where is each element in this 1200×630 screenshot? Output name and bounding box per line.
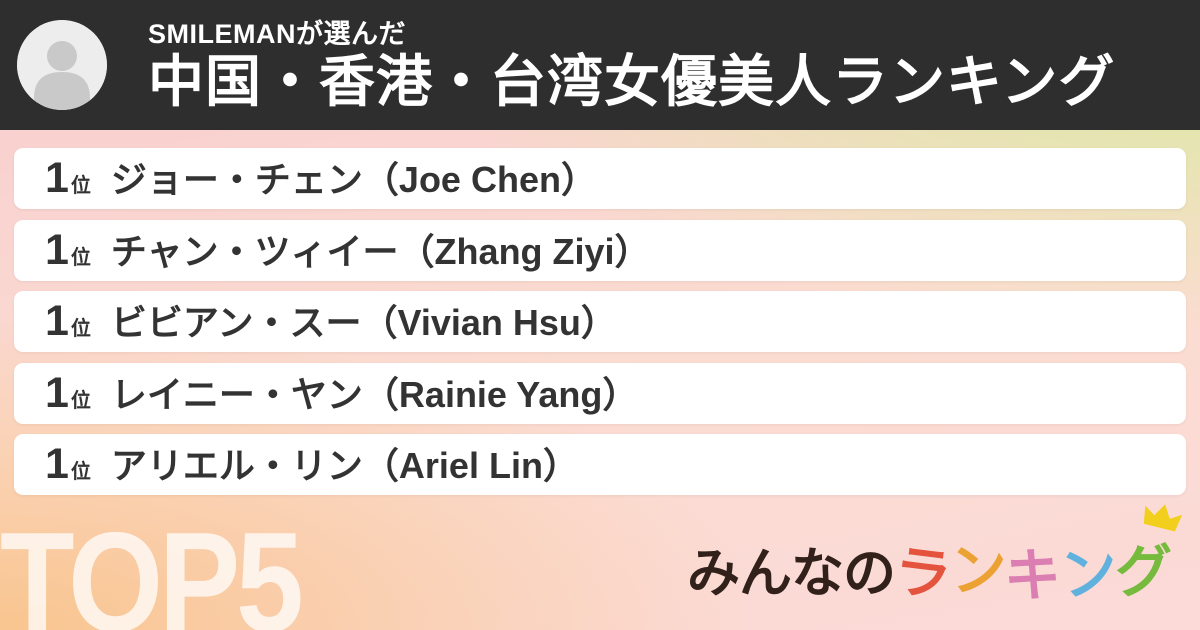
- site-logo-char: ン: [948, 536, 1008, 604]
- site-logo-char: グ: [1115, 540, 1172, 604]
- header-text: SMILEMANが選んだ 中国・香港・台湾女優美人ランキング: [148, 16, 1115, 115]
- rank-suffix-label: 位: [70, 246, 91, 269]
- entry-name: ジョー・チェン（Joe Chen）: [110, 159, 597, 200]
- header: SMILEMANが選んだ 中国・香港・台湾女優美人ランキング: [0, 0, 1200, 130]
- rank-number: 1: [45, 440, 69, 488]
- rank-number: 1: [45, 297, 69, 345]
- rank-suffix-label: 位: [70, 175, 91, 197]
- site-logo-char: ン: [1055, 536, 1122, 610]
- site-logo-char: ラ: [890, 538, 953, 610]
- entry-name: チャン・ツィイー（Zhang Ziyi）: [110, 230, 651, 272]
- avatar: [17, 20, 107, 110]
- curator-label: SMILEMANが選んだ: [148, 18, 406, 49]
- rank-suffix-label: 位: [70, 318, 91, 340]
- entry-name: アリエル・リン（Ariel Lin）: [110, 445, 579, 486]
- entry-name: レイニー・ヤン（Rainie Yang）: [110, 373, 639, 415]
- site-logo-prefix: みんなの: [687, 544, 896, 603]
- rank-number: 1: [45, 368, 69, 417]
- rank-suffix-label: 位: [70, 461, 91, 483]
- site-logo: みんなのランキング: [687, 504, 1183, 611]
- crown-icon: [1139, 498, 1185, 537]
- page-title: 中国・香港・台湾女優美人ランキング: [148, 50, 1116, 113]
- rank-number: 1: [45, 225, 69, 274]
- top5-watermark: TOP5: [0, 503, 304, 630]
- rank-suffix-label: 位: [70, 389, 91, 412]
- rank-number: 1: [45, 154, 69, 202]
- entry-name: ビビアン・スー（Vivian Hsu）: [110, 302, 617, 343]
